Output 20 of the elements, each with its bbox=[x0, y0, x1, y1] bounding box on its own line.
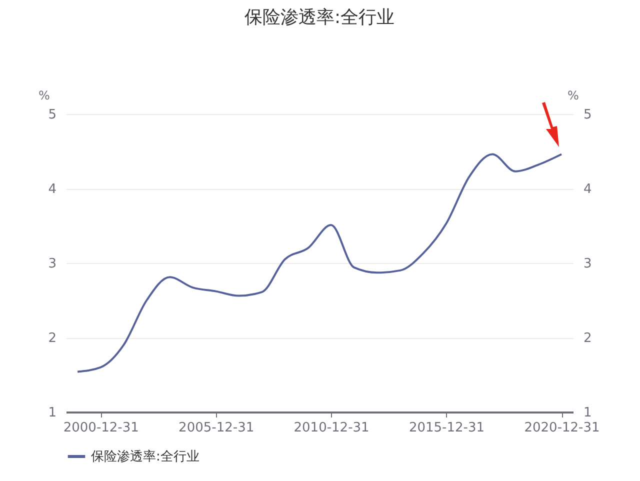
line-series bbox=[76, 153, 563, 373]
y2-tick-label: 2 bbox=[584, 331, 592, 346]
x-tick-label: 2000-12-31 bbox=[63, 420, 139, 436]
chart-title: 保险渗透率:全行业 bbox=[244, 7, 395, 28]
y-tick-label: 5 bbox=[48, 108, 56, 122]
y2-tick-label: 5 bbox=[584, 108, 592, 122]
x-tick-label: 2020-12-31 bbox=[524, 420, 600, 436]
y-tick-label: 3 bbox=[48, 256, 56, 272]
y-axis-title: % bbox=[38, 88, 50, 102]
y2-tick-label: 1 bbox=[584, 406, 592, 420]
y-tick-label: 4 bbox=[48, 182, 56, 197]
y2-tick-label: 3 bbox=[584, 256, 592, 272]
x-tick-label: 2005-12-31 bbox=[178, 420, 254, 436]
y-tick-label: 2 bbox=[48, 331, 56, 346]
y2-tick-label: 4 bbox=[584, 182, 592, 197]
x-tick-label: 2010-12-31 bbox=[294, 420, 370, 436]
x-tick-label: 2015-12-31 bbox=[408, 420, 485, 436]
y-tick-label: 1 bbox=[48, 406, 56, 420]
y2-axis-title: % bbox=[568, 88, 579, 102]
legend-label: 保险渗透率:全行业 bbox=[91, 448, 200, 464]
